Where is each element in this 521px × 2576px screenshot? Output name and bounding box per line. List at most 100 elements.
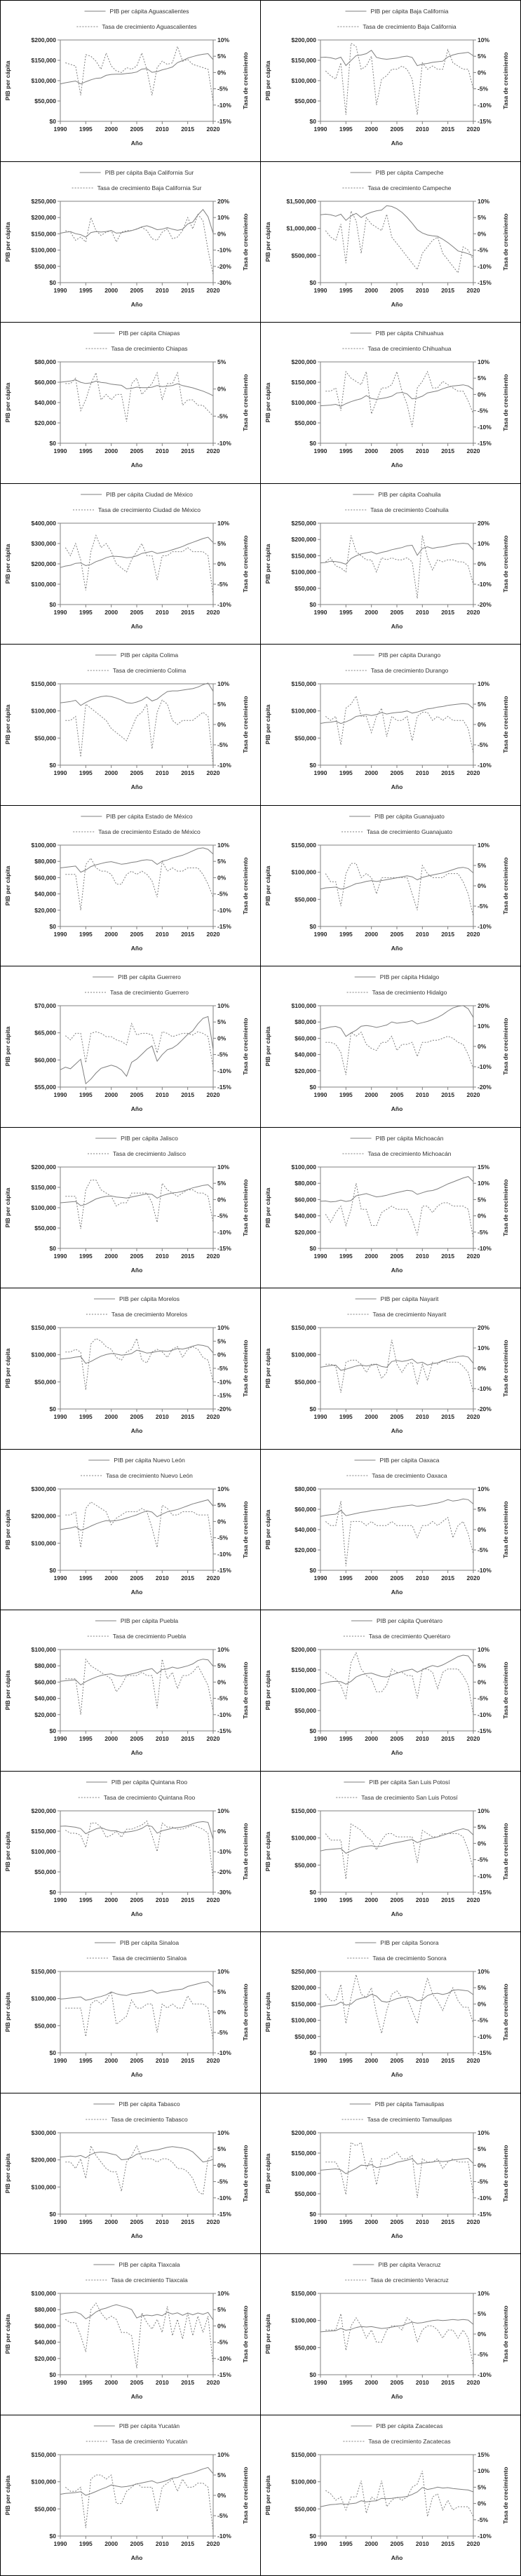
x-tick-label: 2015 xyxy=(181,1574,194,1582)
right-tick-label: -5% xyxy=(478,407,489,414)
left-tick-label: $100,000 xyxy=(292,1002,317,1009)
x-tick-label: 1990 xyxy=(314,931,327,938)
chart-tlaxcala: PIB per cápita Tlaxcala Tasa de crecimien… xyxy=(4,2261,249,2400)
right-tick-label: 0% xyxy=(217,874,226,881)
x-tick-label: 1995 xyxy=(339,287,353,294)
legend-pib-label: PIB per cápita Sinaloa xyxy=(120,1939,179,1946)
right-tick-label: -10% xyxy=(478,102,492,109)
left-tick-label: $0 xyxy=(50,118,57,125)
x-tick-label: 2015 xyxy=(181,287,194,294)
right-tick-label: -10% xyxy=(478,2194,492,2201)
left-tick-label: $60,000 xyxy=(295,1034,316,1041)
right-tick-label: -15% xyxy=(478,2211,492,2218)
x-tick-label: 2000 xyxy=(104,1735,118,1742)
growth-series-line xyxy=(325,2141,474,2198)
x-tick-label: 2005 xyxy=(391,1253,404,1260)
right-tick-label: 5% xyxy=(217,1018,226,1025)
left-tick-label: $50,000 xyxy=(295,896,316,903)
x-tick-label: 2000 xyxy=(104,2218,118,2225)
left-tick-label: $1,000,000 xyxy=(286,224,316,231)
x-tick-label: 2000 xyxy=(104,447,118,454)
pib-series-line xyxy=(60,1659,214,1686)
legend-pib-label: PIB per cápita Nayarit xyxy=(381,1295,439,1302)
x-tick-label: 1990 xyxy=(314,2218,327,2225)
x-tick-label: 2010 xyxy=(416,1253,429,1260)
plot-frame xyxy=(320,1810,474,1892)
legend-pib-label: PIB per cápita Chiapas xyxy=(119,330,180,337)
right-tick-label: 10% xyxy=(217,36,229,43)
x-tick-label: 2005 xyxy=(391,1413,404,1420)
legend-growth-label: Tasa de crecimiento Tabasco xyxy=(111,2116,188,2123)
right-tick-label: 10% xyxy=(478,2129,489,2136)
left-axis-title: PIB per cápita xyxy=(264,1187,271,1227)
left-axis-title: PIB per cápita xyxy=(264,2153,271,2193)
pib-series-line xyxy=(60,1344,214,1364)
chart-cell-tamaulipas: PIB per cápita Tamaulipas Tasa de crecimi… xyxy=(261,2093,520,2253)
left-tick-label: $100,000 xyxy=(292,1834,317,1841)
right-tick-label: 0% xyxy=(478,882,487,889)
x-tick-label: 1995 xyxy=(79,287,93,294)
left-tick-label: $100,000 xyxy=(32,708,57,715)
pib-series-line xyxy=(320,1005,474,1037)
x-tick-label: 2005 xyxy=(391,609,404,616)
left-axis-title: PIB per cápita xyxy=(4,60,11,100)
left-tick-label: $0 xyxy=(50,2533,57,2540)
x-tick-label: 1995 xyxy=(79,2540,93,2547)
x-tick-label: 2000 xyxy=(365,1253,378,1260)
x-tick-label: 2015 xyxy=(441,2379,454,2386)
legend-growth-label: Tasa de crecimiento San Luis Potosí xyxy=(361,1794,458,1801)
x-tick-label: 2015 xyxy=(441,769,454,776)
right-tick-label: 10% xyxy=(478,680,489,687)
left-axis-title: PIB per cápita xyxy=(4,865,11,905)
x-tick-label: 1995 xyxy=(339,931,353,938)
pib-series-line xyxy=(60,1184,214,1206)
x-tick-label: 1990 xyxy=(54,1735,67,1742)
x-tick-label: 2015 xyxy=(181,1253,194,1260)
right-tick-label: 5% xyxy=(478,1823,487,1830)
x-tick-label: 1990 xyxy=(314,609,327,616)
chart-baja-california-sur: PIB per cápita Baja California Sur Tasa d… xyxy=(4,169,249,308)
right-tick-label: -5% xyxy=(478,903,489,910)
left-tick-label: $150,000 xyxy=(292,1807,317,1814)
x-tick-label: 2010 xyxy=(156,126,169,133)
right-tick-label: -20% xyxy=(217,1868,231,1875)
legend-pib-label: PIB per cápita Aguascalientes xyxy=(110,8,189,15)
x-tick-label: 2010 xyxy=(416,126,429,133)
x-tick-label: 2005 xyxy=(130,1735,144,1742)
right-tick-label: 10% xyxy=(217,2451,229,2458)
x-axis-title: Año xyxy=(391,1267,403,1274)
right-tick-label: 10% xyxy=(217,1968,229,1975)
x-tick-label: 2020 xyxy=(467,2218,480,2225)
x-tick-label: 2020 xyxy=(207,931,220,938)
growth-series-line xyxy=(325,695,474,753)
growth-series-line xyxy=(325,42,474,115)
left-tick-label: $70,000 xyxy=(34,1002,56,1009)
x-tick-label: 1995 xyxy=(339,1574,353,1582)
left-tick-label: $0 xyxy=(310,1889,317,1896)
x-tick-label: 2000 xyxy=(365,2218,378,2225)
legend-growth-label: Tasa de crecimiento Zacatecas xyxy=(368,2438,450,2445)
right-tick-label: -20% xyxy=(217,262,231,269)
left-tick-label: $100,000 xyxy=(32,842,57,849)
x-tick-label: 2000 xyxy=(365,2379,378,2386)
pib-series-line xyxy=(320,1175,474,1202)
chart-jalisco: PIB per cápita Jalisco Tasa de crecimient… xyxy=(4,1135,249,1274)
left-tick-label: $200,000 xyxy=(292,536,317,543)
left-tick-label: $150,000 xyxy=(292,2000,317,2007)
right-tick-label: 20% xyxy=(217,198,229,205)
x-tick-label: 2000 xyxy=(365,1574,378,1582)
right-tick-label: 10% xyxy=(217,680,229,687)
x-tick-label: 1995 xyxy=(339,2379,353,2386)
left-tick-label: $200,000 xyxy=(292,358,317,365)
left-tick-label: $40,000 xyxy=(34,2339,56,2346)
plot-frame xyxy=(320,1649,474,1732)
x-tick-label: 1995 xyxy=(79,1413,93,1420)
left-tick-label: $200,000 xyxy=(32,214,57,221)
right-tick-label: -10% xyxy=(217,1067,231,1074)
left-axis-title: PIB per cápita xyxy=(264,1670,271,1710)
x-tick-label: 2020 xyxy=(207,2540,220,2547)
left-axis-title: PIB per cápita xyxy=(4,1348,11,1388)
pib-series-line xyxy=(60,2304,214,2321)
x-tick-label: 2010 xyxy=(156,1253,169,1260)
x-tick-label: 2005 xyxy=(130,1253,144,1260)
